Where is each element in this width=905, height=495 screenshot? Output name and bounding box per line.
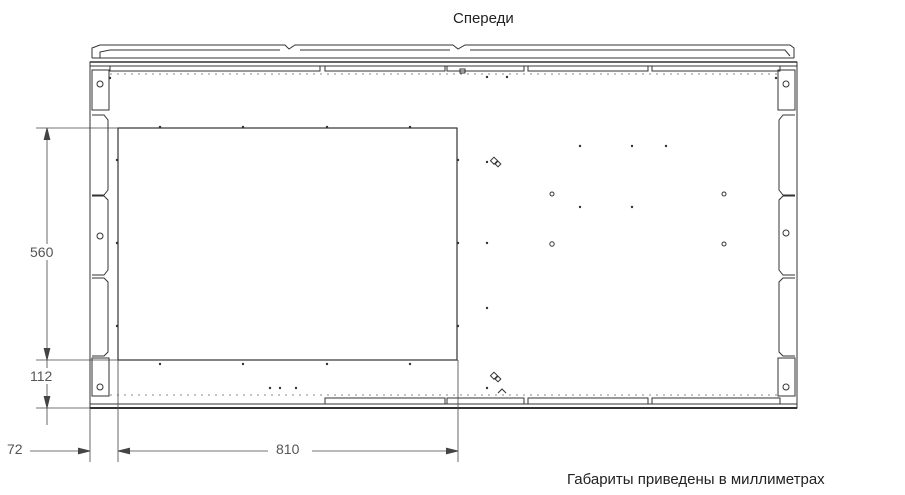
- bottom-tabs: [324, 397, 781, 404]
- dimension-810-label: 810: [272, 441, 304, 457]
- front-side-label: Спереди: [453, 10, 514, 27]
- inner-guides: [110, 73, 777, 396]
- dimension-72-label: 72: [7, 441, 23, 457]
- mounting-holes: [459, 68, 727, 394]
- top-flange: [91, 44, 795, 59]
- mounting-points: [108, 75, 778, 390]
- cutout-rectangle: [117, 127, 458, 361]
- panel-frame: [89, 61, 798, 409]
- dimension-lines: [30, 127, 459, 462]
- units-note: Габариты приведены в миллиметрах: [567, 471, 825, 488]
- top-tabs: [109, 66, 781, 72]
- dimension-112-label: 112: [30, 368, 53, 384]
- right-brackets: [777, 69, 796, 397]
- dimension-560-label: 560: [30, 244, 54, 260]
- left-brackets: [91, 69, 110, 397]
